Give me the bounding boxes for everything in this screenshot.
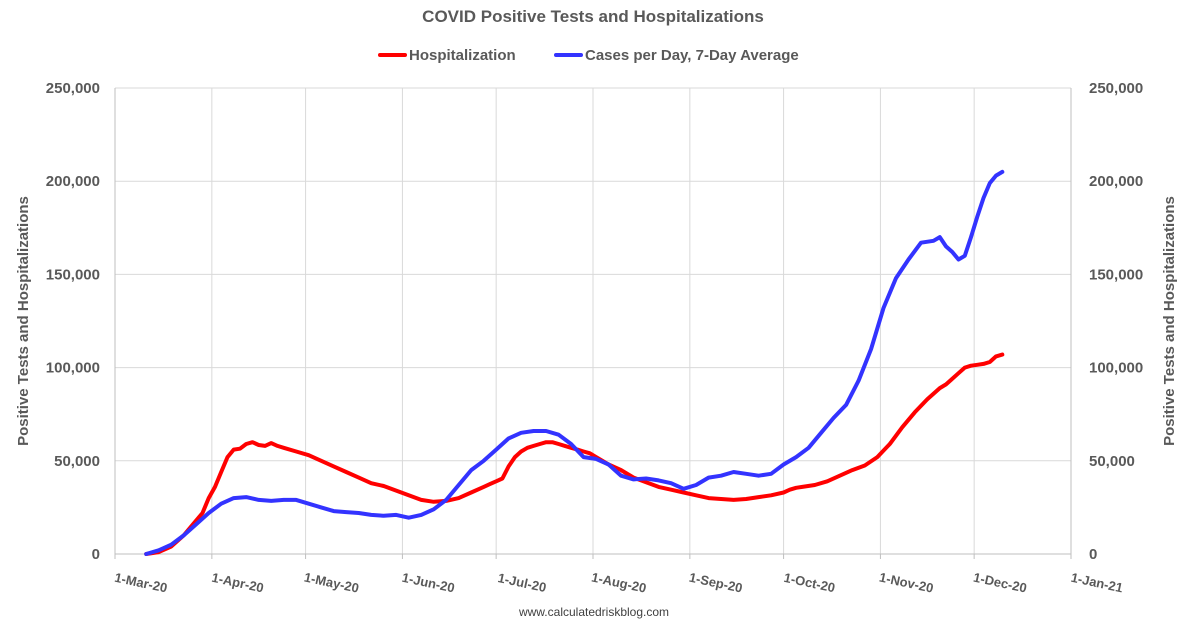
x-tick-label: 1-Oct-20 <box>783 570 837 595</box>
y-tick-label-left: 0 <box>92 546 100 563</box>
y-tick-label-right: 0 <box>1089 546 1097 563</box>
series-line-cases <box>144 169 1005 556</box>
x-tick-label: 1-Aug-20 <box>590 569 648 595</box>
series-lines <box>144 169 1005 556</box>
chart-title: COVID Positive Tests and Hospitalization… <box>422 7 764 26</box>
x-tick-label: 1-May-20 <box>303 569 361 595</box>
x-tick-label: 1-Sep-20 <box>688 570 744 596</box>
x-tick-label: 1-Jan-21 <box>1070 570 1125 596</box>
y-tick-label-right: 250,000 <box>1089 80 1143 97</box>
y-axis-right-title: Positive Tests and Hospitalizations <box>1161 196 1178 446</box>
legend-label-cases: Cases per Day, 7-Day Average <box>585 47 799 64</box>
legend-label-hospitalization: Hospitalization <box>409 47 516 64</box>
y-tick-label-right: 100,000 <box>1089 360 1143 377</box>
x-tick-label: 1-Apr-20 <box>210 570 265 596</box>
series-line-hospitalization <box>144 352 1005 556</box>
y-tick-label-left: 200,000 <box>46 173 100 190</box>
x-axis-ticks: 1-Mar-20 1-Apr-20 1-May-20 1-Jun-20 1-Jul-20… <box>113 554 1124 596</box>
y-tick-label-right: 50,000 <box>1089 453 1135 470</box>
y-tick-label-left: 150,000 <box>46 266 100 283</box>
x-tick-label: 1-Nov-20 <box>878 570 935 596</box>
y-tick-label-left: 250,000 <box>46 80 100 97</box>
gridlines <box>115 87 1072 554</box>
y-tick-label-left: 100,000 <box>46 360 100 377</box>
y-axis-left-ticks: 0 50,000 100,000 150,000 200,000 250,000 <box>46 80 100 563</box>
x-tick-label: 1-Dec-20 <box>972 570 1028 596</box>
source-text: www.calculatedriskblog.com <box>518 605 669 619</box>
y-axis-left-title: Positive Tests and Hospitalizations <box>15 196 32 446</box>
y-tick-label-left: 50,000 <box>54 453 100 470</box>
legend: Hospitalization Cases per Day, 7-Day Ave… <box>378 47 799 64</box>
y-tick-label-right: 200,000 <box>1089 173 1143 190</box>
x-tick-label: 1-Jul-20 <box>496 570 547 595</box>
y-tick-label-right: 150,000 <box>1089 266 1143 283</box>
x-tick-label: 1-Mar-20 <box>113 570 168 596</box>
y-axis-right-ticks: 0 50,000 100,000 150,000 200,000 250,000 <box>1089 80 1143 563</box>
x-tick-label: 1-Jun-20 <box>401 570 456 596</box>
